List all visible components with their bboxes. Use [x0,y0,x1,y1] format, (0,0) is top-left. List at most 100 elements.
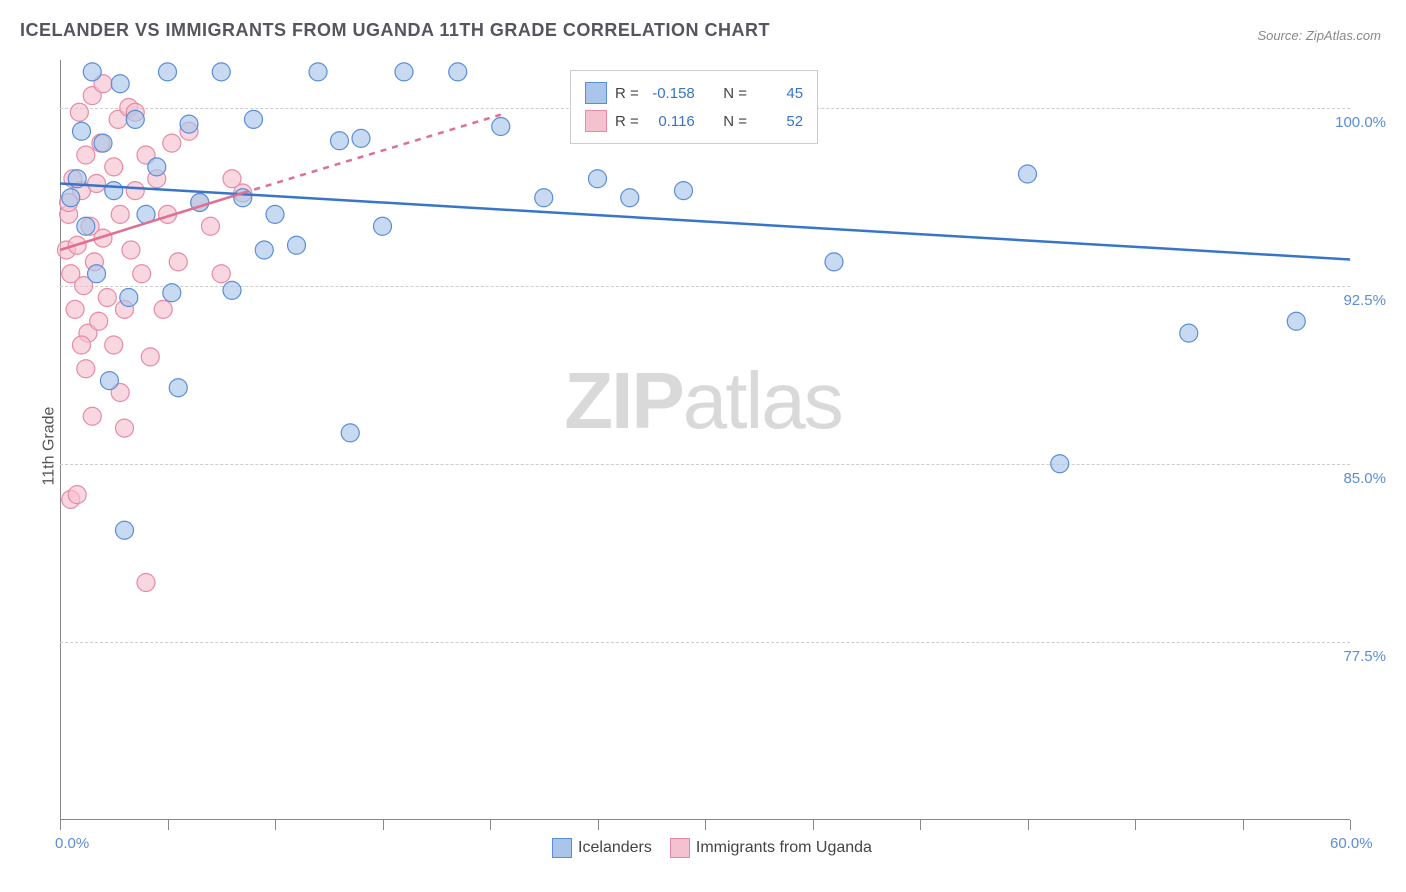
stats-legend-row: R = -0.158 N = 45 [585,79,803,107]
data-point [137,574,155,592]
x-tick [598,820,599,830]
series-legend: IcelandersImmigrants from Uganda [0,838,1406,858]
data-point [621,189,639,207]
data-point [105,336,123,354]
x-tick [1350,820,1351,830]
data-point [68,486,86,504]
source-name: ZipAtlas.com [1306,28,1381,43]
data-point [1051,455,1069,473]
data-point [126,110,144,128]
source-credit: Source: ZipAtlas.com [1257,28,1381,43]
x-tick [813,820,814,830]
x-tick [1028,820,1029,830]
data-point [255,241,273,259]
data-point [163,134,181,152]
data-point [66,300,84,318]
data-point [675,182,693,200]
chart-title: ICELANDER VS IMMIGRANTS FROM UGANDA 11TH… [20,20,770,41]
x-tick [275,820,276,830]
correlation-chart: ICELANDER VS IMMIGRANTS FROM UGANDA 11TH… [0,0,1406,892]
data-point [331,132,349,150]
n-label: N = [723,85,747,102]
data-point [88,265,106,283]
data-point [116,521,134,539]
data-point [88,175,106,193]
data-point [374,217,392,235]
data-point [266,205,284,223]
data-point [94,134,112,152]
data-point [212,63,230,81]
data-point [163,284,181,302]
x-tick [1243,820,1244,830]
data-point [105,158,123,176]
legend-swatch [670,838,690,858]
legend-label: Immigrants from Uganda [696,839,872,856]
data-point [133,265,151,283]
data-point [83,407,101,425]
data-point [62,189,80,207]
data-point [73,336,91,354]
data-point [122,241,140,259]
x-tick [1135,820,1136,830]
data-point [120,289,138,307]
data-point [105,182,123,200]
x-tick [383,820,384,830]
trend-line [243,115,501,193]
data-point [100,372,118,390]
n-value: 52 [755,113,803,130]
data-point [352,129,370,147]
data-point [492,118,510,136]
n-value: 45 [755,85,803,102]
data-point [77,146,95,164]
n-label: N = [723,113,747,130]
data-point [535,189,553,207]
data-point [212,265,230,283]
data-point [341,424,359,442]
data-point [169,379,187,397]
r-value: 0.116 [647,113,695,130]
data-point [589,170,607,188]
data-point [77,360,95,378]
legend-swatch [585,82,607,104]
data-point [98,289,116,307]
source-label: Source: [1257,28,1305,43]
data-point [1180,324,1198,342]
data-point [1287,312,1305,330]
r-label: R = [615,113,639,130]
data-point [154,300,172,318]
stats-legend-row: R = 0.116 N = 52 [585,107,803,135]
data-point [77,217,95,235]
data-point [449,63,467,81]
x-tick [168,820,169,830]
y-axis-label: 11th Grade [40,407,58,486]
data-point [83,63,101,81]
data-point [825,253,843,271]
data-point [141,348,159,366]
x-tick [60,820,61,830]
data-point [202,217,220,235]
data-point [180,115,198,133]
data-point [148,158,166,176]
x-tick [490,820,491,830]
x-tick [705,820,706,830]
data-point [234,189,252,207]
data-point [169,253,187,271]
data-point [126,182,144,200]
data-point [223,281,241,299]
scatter-plot-svg [60,60,1350,820]
x-tick [920,820,921,830]
data-point [70,103,88,121]
data-point [111,205,129,223]
data-point [159,63,177,81]
legend-swatch [585,110,607,132]
data-point [111,75,129,93]
trend-line [60,184,1350,260]
data-point [116,419,134,437]
data-point [90,312,108,330]
data-point [73,122,91,140]
r-value: -0.158 [647,85,695,102]
r-label: R = [615,85,639,102]
data-point [395,63,413,81]
data-point [245,110,263,128]
stats-legend: R = -0.158 N = 45 R = 0.116 N = 52 [570,70,818,144]
